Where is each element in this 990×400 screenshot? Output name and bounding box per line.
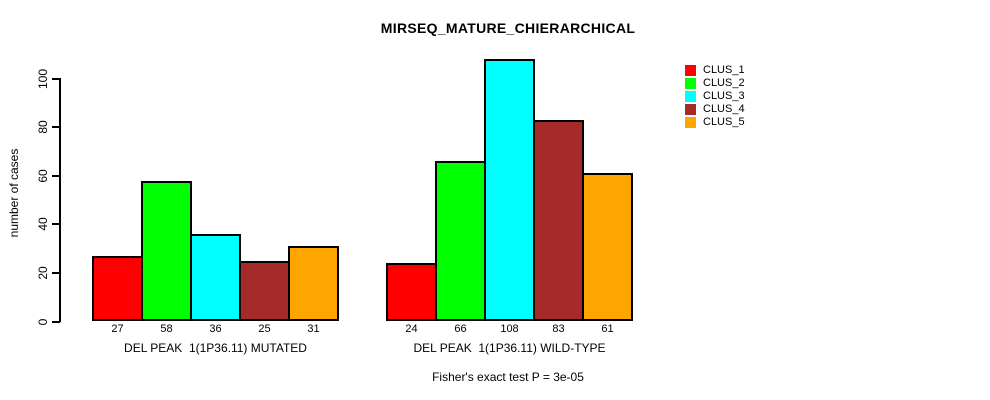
bar-value-label: 24 [405, 323, 418, 335]
legend-label: CLUS_2 [703, 77, 745, 89]
legend-swatch-clus_4 [685, 104, 696, 115]
bar-clus_4-group1 [239, 260, 290, 322]
legend-item-clus_1: CLUS_1 [685, 64, 745, 77]
y-axis-tick-label: 0 [36, 318, 50, 325]
bar-clus_3-group2 [484, 59, 535, 322]
legend-label: CLUS_5 [703, 116, 745, 128]
y-axis-tick [52, 271, 60, 274]
y-axis-line [59, 77, 61, 323]
legend-item-clus_3: CLUS_3 [685, 90, 745, 103]
legend-swatch-clus_5 [685, 117, 696, 128]
legend-swatch-clus_3 [685, 91, 696, 102]
y-axis-tick-label: 80 [36, 120, 50, 135]
legend: CLUS_1 CLUS_2 CLUS_3 CLUS_4 CLUS_5 [685, 64, 745, 129]
legend-label: CLUS_1 [703, 64, 745, 76]
y-axis-tick [52, 77, 60, 80]
y-axis-tick-label: 60 [36, 169, 50, 183]
bar-clus_2-group1 [141, 180, 192, 322]
y-axis-tick [52, 174, 60, 177]
bar-value-label: 58 [160, 323, 173, 335]
bar-clus_5-group1 [288, 246, 339, 322]
legend-item-clus_4: CLUS_4 [685, 103, 745, 116]
bar-clus_2-group2 [435, 161, 486, 322]
bar-clus_4-group2 [533, 120, 584, 322]
y-axis-tick-label: 100 [36, 68, 50, 89]
legend-label: CLUS_4 [703, 103, 745, 115]
bar-clus_3-group1 [190, 234, 241, 322]
legend-item-clus_2: CLUS_2 [685, 77, 745, 90]
bar-clus_5-group2 [582, 173, 633, 322]
y-axis-tick-label: 40 [36, 217, 50, 232]
y-axis-label: number of cases [7, 148, 21, 238]
legend-swatch-clus_1 [685, 65, 696, 76]
fisher-annotation: Fisher's exact test P = 3e-05 [432, 370, 584, 384]
bar-value-label: 36 [209, 323, 222, 335]
bar-clus_1-group2 [386, 263, 437, 322]
category-label: DEL PEAK 1(1P36.11) WILD-TYPE [413, 341, 606, 355]
bar-value-label: 31 [307, 323, 320, 335]
bar-value-label: 83 [552, 323, 565, 335]
bar-clus_1-group1 [92, 255, 143, 322]
bar-value-label: 61 [601, 323, 614, 335]
bar-value-label: 108 [500, 323, 519, 335]
bar-value-label: 66 [454, 323, 467, 335]
chart-title: MIRSEQ_MATURE_CHIERARCHICAL [380, 20, 636, 36]
y-axis-tick [52, 126, 60, 129]
y-axis-tick-label: 20 [36, 266, 50, 280]
legend-item-clus_5: CLUS_5 [685, 116, 745, 129]
bar-value-label: 27 [111, 323, 124, 335]
category-label: DEL PEAK 1(1P36.11) MUTATED [124, 341, 307, 355]
y-axis-tick [52, 223, 60, 226]
legend-swatch-clus_2 [685, 78, 696, 89]
y-axis-tick [52, 320, 60, 323]
bar-value-label: 25 [258, 323, 271, 335]
legend-label: CLUS_3 [703, 90, 745, 102]
